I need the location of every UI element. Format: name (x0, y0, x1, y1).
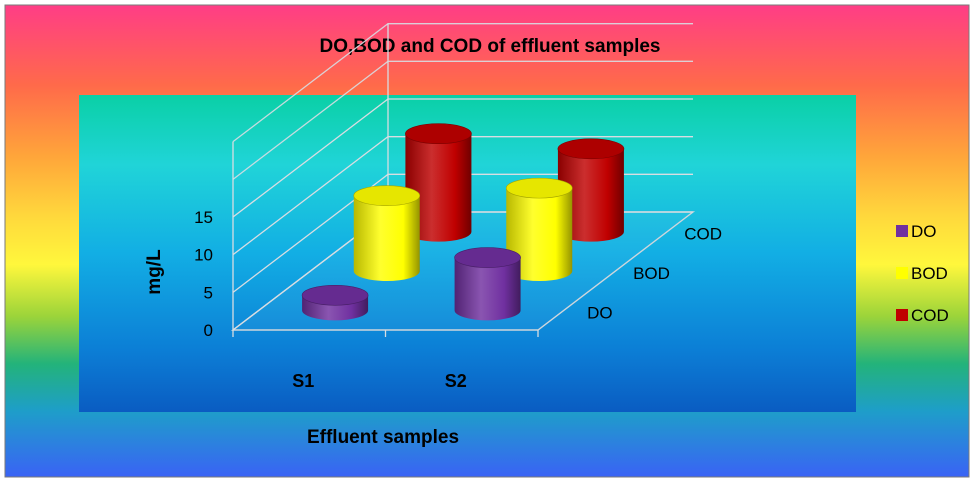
legend-label: COD (911, 306, 949, 325)
bar-do-s1 (301, 284, 369, 321)
legend: DO BOD COD (896, 222, 949, 325)
cylinder-body (405, 133, 472, 242)
bars (301, 123, 625, 321)
bar-cod-s1 (405, 123, 472, 242)
cylinder-top (557, 138, 625, 160)
legend-label: DO (911, 222, 937, 241)
cylinder-top (353, 185, 421, 206)
depth-tick-label: DO (587, 303, 613, 322)
cylinder-body (506, 188, 573, 281)
bar-bod-s1 (353, 185, 421, 281)
bar-do-s2 (454, 247, 521, 321)
y-tick-label: 5 (204, 283, 213, 302)
y-tick-labels: 0 5 10 15 (194, 208, 213, 340)
cylinder-body (557, 148, 624, 242)
depth-tick-label: COD (684, 225, 722, 244)
cylinder-top (505, 177, 573, 199)
depth-tick-labels: DO BOD COD (587, 225, 722, 323)
cylinder-top (454, 247, 521, 268)
cylinder-top (301, 284, 369, 306)
cylinder-body (353, 195, 420, 281)
legend-swatch (896, 267, 908, 279)
legend-swatch (896, 309, 908, 321)
x-tick-label: S1 (292, 371, 314, 391)
x-tick-labels: S1 S2 (292, 371, 467, 391)
depth-tick-label: BOD (633, 264, 670, 283)
legend-label: BOD (911, 264, 948, 283)
cylinder-top (405, 123, 472, 145)
x-tick-label: S2 (445, 371, 467, 391)
bar-bod-s2 (505, 177, 573, 281)
bar-cod-s2 (557, 138, 625, 242)
cylinder-body (454, 257, 521, 321)
chart-title: DO,BOD and COD of effluent samples (320, 36, 661, 57)
legend-swatch (896, 225, 908, 237)
y-axis-label: mg/L (144, 249, 165, 295)
y-tick-label: 10 (194, 246, 213, 265)
y-tick-label: 15 (194, 208, 213, 227)
y-tick-label: 0 (204, 321, 213, 340)
x-axis-label: Effluent samples (307, 427, 459, 448)
